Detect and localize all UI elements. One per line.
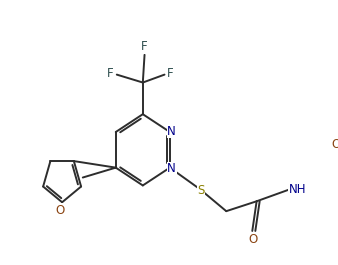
Text: O: O (248, 233, 258, 246)
Text: N: N (167, 162, 176, 175)
Text: O: O (55, 204, 64, 217)
Text: F: F (141, 40, 148, 54)
Text: F: F (106, 67, 113, 80)
Text: O: O (332, 138, 338, 151)
Text: NH: NH (289, 183, 306, 196)
Text: S: S (197, 184, 205, 197)
Text: F: F (167, 67, 174, 80)
Text: N: N (167, 125, 176, 138)
